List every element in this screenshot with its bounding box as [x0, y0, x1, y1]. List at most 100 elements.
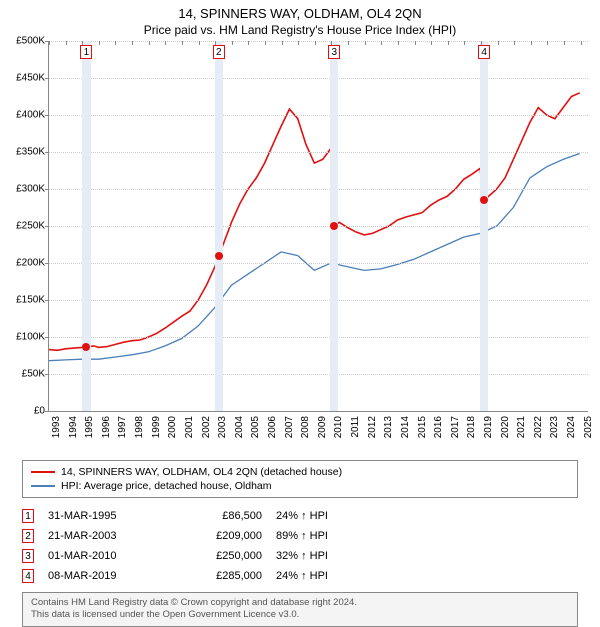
- x-axis-label: 2024: [566, 416, 577, 438]
- y-tick: [45, 189, 49, 190]
- x-axis-label: 1997: [117, 416, 128, 438]
- gridline-h: [49, 41, 588, 42]
- x-tick: [581, 41, 582, 45]
- x-tick: [149, 41, 150, 45]
- legend-label: 14, SPINNERS WAY, OLDHAM, OL4 2QN (detac…: [61, 466, 342, 478]
- chart-container: 14, SPINNERS WAY, OLDHAM, OL4 2QN Price …: [0, 0, 600, 620]
- transaction-date: 21-MAR-2003: [48, 530, 168, 542]
- x-axis-label: 1998: [134, 416, 145, 438]
- gridline-h: [49, 374, 588, 375]
- x-tick: [49, 41, 50, 45]
- transaction-marker: 2: [22, 529, 34, 543]
- transaction-row: 4 08-MAR-2019 £285,000 24% ↑ HPI: [22, 566, 578, 586]
- x-tick: [415, 41, 416, 45]
- y-tick: [45, 374, 49, 375]
- x-tick: [182, 41, 183, 45]
- transaction-date: 08-MAR-2019: [48, 570, 168, 582]
- price-point-dot: [82, 343, 90, 351]
- y-axis-label: £100K: [16, 332, 45, 343]
- y-tick: [45, 78, 49, 79]
- y-axis-label: £300K: [16, 184, 45, 195]
- y-tick: [45, 337, 49, 338]
- y-axis-label: £250K: [16, 221, 45, 232]
- x-axis-label: 2011: [350, 416, 361, 438]
- marker-band: [480, 41, 488, 411]
- x-axis-label: 2013: [383, 416, 394, 438]
- y-axis-label: £400K: [16, 110, 45, 121]
- transaction-pct: 24% ↑ HPI: [276, 570, 386, 582]
- x-axis-label: 2022: [533, 416, 544, 438]
- x-axis-label: 1999: [151, 416, 162, 438]
- x-tick: [564, 41, 565, 45]
- attribution-box: Contains HM Land Registry data © Crown c…: [22, 592, 578, 627]
- price-point-dot: [215, 252, 223, 260]
- plot-area: £0£50K£100K£150K£200K£250K£300K£350K£400…: [48, 41, 588, 412]
- x-tick: [365, 41, 366, 45]
- y-axis-label: £200K: [16, 258, 45, 269]
- transaction-row: 131-MAR-1995£86,50024% ↑ HPI: [22, 506, 578, 526]
- gridline-h: [49, 152, 588, 153]
- legend-item: 14, SPINNERS WAY, OLDHAM, OL4 2QN (detac…: [31, 465, 569, 479]
- gridline-h: [49, 189, 588, 190]
- x-tick: [315, 41, 316, 45]
- transaction-marker: 4: [22, 569, 34, 583]
- marker-band: [215, 41, 223, 411]
- chart-marker-box: 1: [80, 45, 92, 59]
- price-point-dot: [330, 222, 338, 230]
- transaction-price: £250,000: [182, 550, 262, 562]
- x-axis-label: 2023: [549, 416, 560, 438]
- legend: 14, SPINNERS WAY, OLDHAM, OL4 2QN (detac…: [22, 460, 578, 498]
- x-tick: [248, 41, 249, 45]
- x-tick: [464, 41, 465, 45]
- x-tick: [547, 41, 548, 45]
- x-axis-label: 1993: [51, 416, 62, 438]
- y-tick: [45, 300, 49, 301]
- x-axis-label: 2010: [333, 416, 344, 438]
- transaction-row: 301-MAR-2010£250,00032% ↑ HPI: [22, 546, 578, 566]
- x-axis-label: 2014: [400, 416, 411, 438]
- x-tick: [381, 41, 382, 45]
- y-axis-label: £50K: [22, 369, 45, 380]
- transaction-price: £285,000: [182, 570, 262, 582]
- y-axis-label: £350K: [16, 147, 45, 158]
- y-tick: [45, 152, 49, 153]
- x-axis-label: 2007: [284, 416, 295, 438]
- x-tick: [431, 41, 432, 45]
- x-axis-label: 2012: [367, 416, 378, 438]
- x-axis-label: 2017: [450, 416, 461, 438]
- gridline-h: [49, 78, 588, 79]
- transaction-marker: 3: [22, 549, 34, 563]
- x-axis-label: 2004: [234, 416, 245, 438]
- transaction-date: 01-MAR-2010: [48, 550, 168, 562]
- x-axis-label: 2002: [201, 416, 212, 438]
- x-tick: [265, 41, 266, 45]
- x-axis-label: 2000: [167, 416, 178, 438]
- y-axis-label: £150K: [16, 295, 45, 306]
- marker-band: [82, 41, 90, 411]
- x-tick: [115, 41, 116, 45]
- legend-swatch: [31, 471, 55, 473]
- transaction-marker: 1: [22, 509, 34, 523]
- x-tick: [165, 41, 166, 45]
- gridline-h: [49, 300, 588, 301]
- transaction-pct: 24% ↑ HPI: [276, 510, 386, 522]
- gridline-h: [49, 226, 588, 227]
- y-axis-label: £0: [34, 406, 45, 417]
- y-tick: [45, 115, 49, 116]
- legend-swatch: [31, 485, 55, 487]
- x-axis-label: 1995: [84, 416, 95, 438]
- x-tick: [132, 41, 133, 45]
- x-tick: [232, 41, 233, 45]
- transaction-row: 221-MAR-2003£209,00089% ↑ HPI: [22, 526, 578, 546]
- transaction-price: £209,000: [182, 530, 262, 542]
- x-tick: [199, 41, 200, 45]
- attribution-line: Contains HM Land Registry data © Crown c…: [31, 597, 569, 609]
- x-axis-label: 2008: [300, 416, 311, 438]
- chart-subtitle: Price paid vs. HM Land Registry's House …: [0, 21, 600, 41]
- gridline-h: [49, 263, 588, 264]
- y-axis-label: £500K: [16, 36, 45, 47]
- x-tick: [282, 41, 283, 45]
- x-axis-label: 2015: [417, 416, 428, 438]
- chart-marker-box: 3: [328, 45, 340, 59]
- x-axis-label: 2018: [466, 416, 477, 438]
